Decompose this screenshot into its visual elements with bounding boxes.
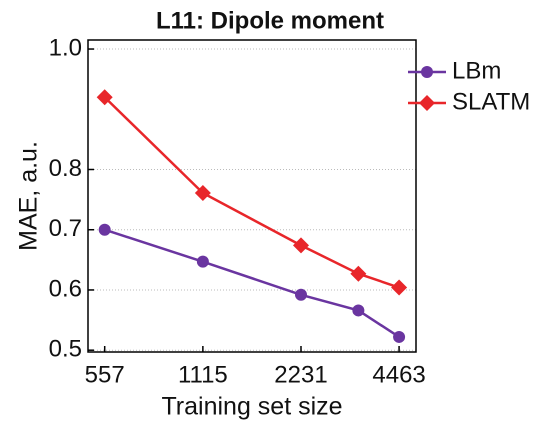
chart-title: L11: Dipole moment xyxy=(156,7,384,34)
plot-frame xyxy=(87,39,417,353)
marker xyxy=(292,237,309,254)
x-tick-label: 1115 xyxy=(178,361,228,388)
marker xyxy=(194,184,211,201)
series-line xyxy=(103,96,400,289)
y-axis-label: MAE, a.u. xyxy=(15,141,43,251)
x-tick-label: 4463 xyxy=(372,361,425,388)
y-tick-label: 0.8 xyxy=(49,155,82,182)
y-tick-label: 1.0 xyxy=(49,34,82,61)
marker xyxy=(98,223,111,236)
legend-marker xyxy=(421,66,433,78)
legend-label: SLATM xyxy=(452,88,530,115)
marker xyxy=(352,304,365,317)
x-axis-label: Training set size xyxy=(161,393,342,421)
x-tick-label: 2231 xyxy=(274,361,327,388)
marker xyxy=(350,265,367,282)
marker xyxy=(96,89,113,106)
y-tick-label: 0.5 xyxy=(49,336,82,363)
legend-marker xyxy=(419,95,435,111)
legend-label: LBm xyxy=(452,57,501,84)
marker xyxy=(294,288,307,301)
marker xyxy=(391,279,408,296)
series-line xyxy=(104,228,400,338)
marker xyxy=(393,330,406,343)
y-tick-label: 0.7 xyxy=(49,215,82,242)
marker xyxy=(196,255,209,268)
x-tick-label: 557 xyxy=(85,361,125,388)
y-tick-label: 0.6 xyxy=(49,275,82,302)
